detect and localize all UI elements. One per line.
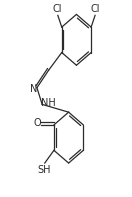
Text: Cl: Cl xyxy=(52,4,62,14)
Text: O: O xyxy=(34,118,41,128)
Text: N: N xyxy=(30,84,37,94)
Text: NH: NH xyxy=(41,98,55,108)
Text: SH: SH xyxy=(37,165,51,176)
Text: Cl: Cl xyxy=(91,4,100,14)
